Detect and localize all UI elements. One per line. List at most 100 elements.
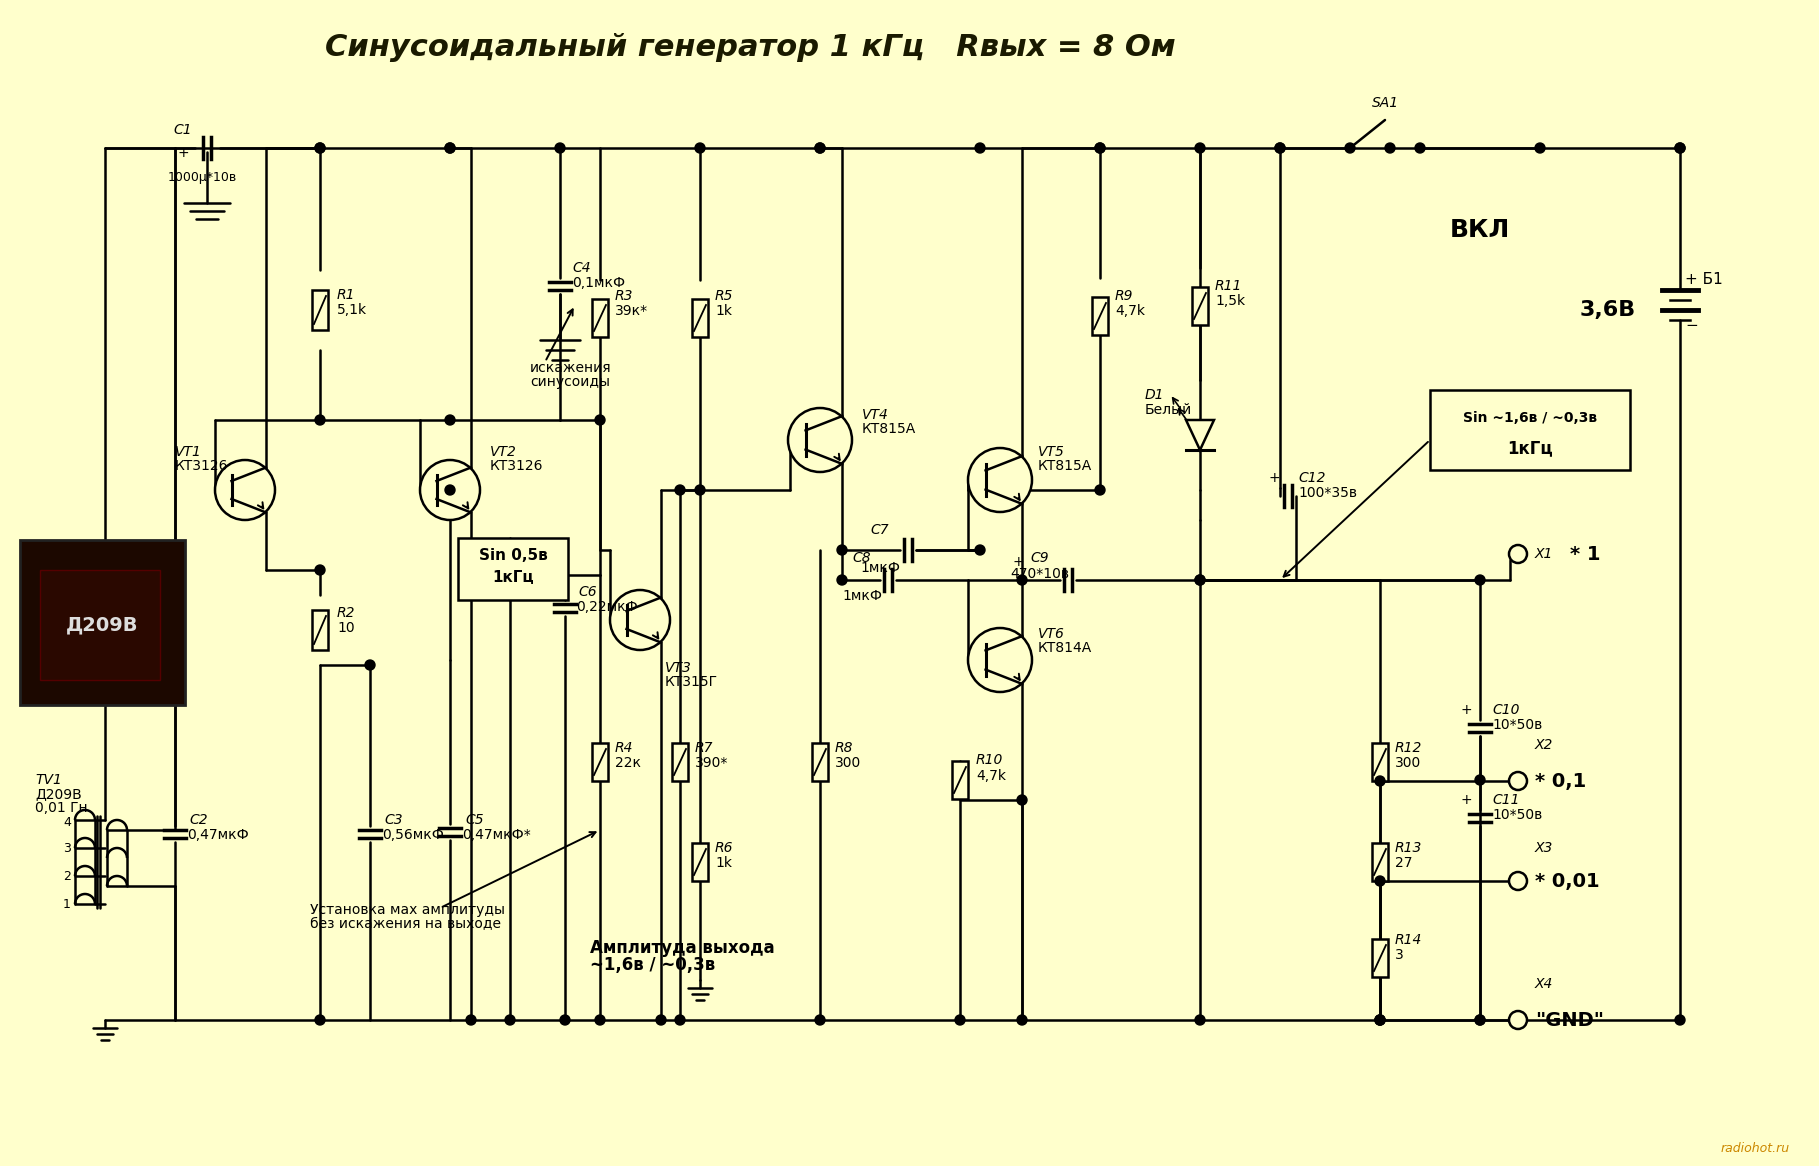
Text: 0,47мкФ: 0,47мкФ (187, 828, 249, 842)
Circle shape (815, 1014, 826, 1025)
Circle shape (815, 143, 826, 153)
Bar (591, 298, 608, 337)
Bar (1091, 297, 1108, 335)
Text: без искажения на выходе: без искажения на выходе (309, 916, 500, 930)
Circle shape (1675, 143, 1684, 153)
Circle shape (1195, 575, 1204, 585)
Text: КТ3126: КТ3126 (175, 459, 229, 473)
Text: 3: 3 (64, 842, 71, 855)
Circle shape (1384, 143, 1395, 153)
Text: VT4: VT4 (862, 408, 889, 422)
Bar (671, 743, 688, 781)
Text: C6: C6 (578, 585, 597, 599)
Text: Установка мах амплитуды: Установка мах амплитуды (309, 902, 506, 916)
Text: 1k: 1k (715, 856, 731, 870)
Circle shape (1275, 143, 1284, 153)
Circle shape (1375, 777, 1384, 786)
Text: 22к: 22к (615, 756, 640, 770)
Text: R10: R10 (977, 753, 1004, 767)
Circle shape (837, 575, 848, 585)
Text: Амплитуда выхода: Амплитуда выхода (589, 939, 775, 957)
Text: VT5: VT5 (1039, 445, 1064, 459)
Circle shape (1510, 772, 1526, 791)
Text: VT6: VT6 (1039, 627, 1064, 641)
Circle shape (675, 1014, 686, 1025)
Text: R7: R7 (695, 742, 713, 756)
Text: C1: C1 (173, 122, 193, 136)
Text: SA1: SA1 (1372, 96, 1399, 110)
Polygon shape (1186, 420, 1213, 450)
Text: 1кГц: 1кГц (493, 570, 533, 585)
Text: * 0,1: * 0,1 (1535, 772, 1586, 791)
Text: R1: R1 (337, 288, 355, 302)
Bar (1430, 389, 1630, 470)
Circle shape (1510, 1011, 1526, 1030)
Text: Д209В: Д209В (35, 787, 82, 801)
Text: VT2: VT2 (489, 445, 517, 459)
Circle shape (446, 415, 455, 424)
Circle shape (815, 143, 826, 153)
Text: C8: C8 (853, 552, 871, 566)
Text: C5: C5 (466, 813, 484, 827)
Bar (591, 743, 608, 781)
Circle shape (1195, 1014, 1204, 1025)
Bar (1372, 743, 1388, 781)
Circle shape (657, 1014, 666, 1025)
Text: 0,1мкФ: 0,1мкФ (571, 276, 626, 290)
Text: C10: C10 (1492, 703, 1519, 717)
Text: 10*50в: 10*50в (1492, 808, 1543, 822)
Text: 100*35в: 100*35в (1299, 486, 1357, 500)
Circle shape (215, 461, 275, 520)
Text: R2: R2 (337, 606, 355, 620)
Text: КТ3126: КТ3126 (489, 459, 544, 473)
Text: 0,01 Гн: 0,01 Гн (35, 801, 87, 815)
Circle shape (1195, 143, 1204, 153)
Bar (811, 743, 828, 781)
Circle shape (555, 143, 566, 153)
Text: X1: X1 (1535, 547, 1553, 561)
Circle shape (315, 143, 326, 153)
Circle shape (315, 415, 326, 424)
Bar (1191, 287, 1208, 325)
Text: −: − (1684, 317, 1697, 332)
Text: Sin ~1,6в / ~0,3в: Sin ~1,6в / ~0,3в (1462, 410, 1597, 424)
Circle shape (366, 660, 375, 670)
Bar (1372, 843, 1388, 881)
Text: Синусоидальный генератор 1 кГц   Rвых = 8 Ом: Синусоидальный генератор 1 кГц Rвых = 8 … (324, 34, 1175, 63)
Circle shape (695, 143, 706, 153)
Text: 1кГц: 1кГц (1508, 440, 1553, 457)
Circle shape (420, 461, 480, 520)
Circle shape (675, 485, 686, 496)
Text: * 0,01: * 0,01 (1535, 871, 1599, 891)
Text: C2: C2 (189, 813, 207, 827)
Circle shape (1510, 545, 1526, 563)
Circle shape (1475, 1014, 1484, 1025)
Circle shape (1017, 795, 1028, 805)
Bar (313, 290, 327, 330)
Text: 4: 4 (64, 815, 71, 829)
Text: 390*: 390* (695, 756, 728, 770)
Circle shape (837, 545, 848, 555)
Text: VT1: VT1 (175, 445, 202, 459)
Text: R4: R4 (615, 742, 633, 756)
Circle shape (446, 485, 455, 496)
Bar (951, 761, 968, 799)
Circle shape (1375, 876, 1384, 886)
Circle shape (466, 1014, 477, 1025)
Text: 1000μ*10в: 1000μ*10в (167, 171, 236, 184)
Text: +: + (1268, 471, 1281, 485)
Text: C12: C12 (1299, 471, 1326, 485)
Text: 4,7k: 4,7k (1115, 304, 1144, 318)
Circle shape (975, 143, 986, 153)
Text: R13: R13 (1395, 841, 1422, 855)
Text: 1мкФ: 1мкФ (842, 589, 882, 603)
Text: C9: C9 (1030, 552, 1048, 566)
Text: C3: C3 (384, 813, 402, 827)
Text: 470*10в: 470*10в (1010, 567, 1070, 581)
Circle shape (1017, 1014, 1028, 1025)
Text: X2: X2 (1535, 738, 1553, 752)
Text: 300: 300 (1395, 756, 1421, 770)
Circle shape (609, 590, 669, 649)
Bar (1372, 939, 1388, 977)
Text: 4,7k: 4,7k (977, 770, 1006, 784)
